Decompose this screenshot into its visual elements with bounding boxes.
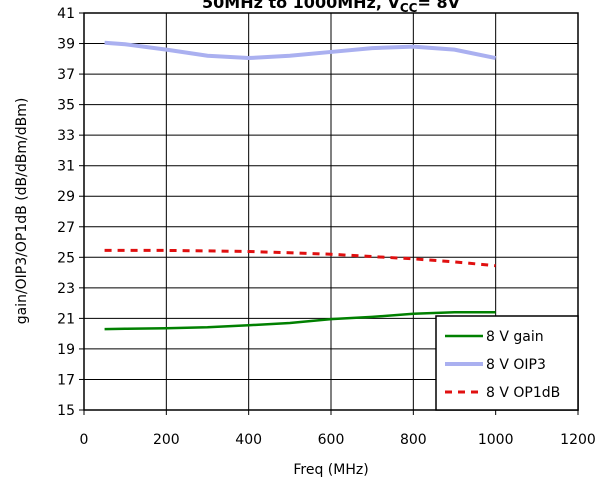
- x-tick-label: 1000: [478, 432, 514, 448]
- x-tick-label: 400: [235, 432, 262, 448]
- y-tick-label: 27: [57, 220, 75, 236]
- x-axis-label: Freq (MHz): [293, 462, 368, 478]
- y-tick-label: 25: [57, 250, 75, 266]
- y-tick-label: 23: [57, 281, 75, 297]
- y-axis-label: gain/OIP3/OP1dB (dB/dBm/dBm): [14, 98, 30, 325]
- y-tick-label: 31: [57, 159, 75, 175]
- series-line: [104, 40, 497, 61]
- legend-label: 8 V OP1dB: [486, 385, 560, 401]
- legend-label: 8 V OIP3: [486, 357, 546, 373]
- y-tick-label: 17: [57, 372, 75, 388]
- chart-title: 50MHz to 1000MHz, VCC= 8V: [202, 0, 461, 15]
- plot-frame: [83, 12, 579, 411]
- legend: 8 V gain 8 V OIP3 8 V OP1dB: [435, 315, 579, 411]
- y-tick-label: 33: [57, 128, 75, 144]
- x-tick-label: 800: [400, 432, 427, 448]
- y-tick-label: 21: [57, 311, 75, 327]
- series-line: [104, 248, 496, 268]
- x-tick-label: 200: [153, 432, 180, 448]
- y-tick-label: 35: [57, 98, 75, 114]
- y-tick-label: 37: [57, 67, 75, 83]
- x-tick-label: 0: [80, 432, 89, 448]
- title-main: 50MHz to 1000MHz, V: [202, 0, 400, 12]
- y-tick-label: 29: [57, 189, 75, 205]
- title-suffix: = 8V: [417, 0, 460, 12]
- y-tick-label: 39: [57, 37, 75, 53]
- series-line: [104, 311, 496, 331]
- title-subscript: CC: [400, 1, 418, 15]
- y-tick-label: 19: [57, 342, 75, 358]
- x-tick-label: 600: [318, 432, 345, 448]
- legend-label: 8 V gain: [486, 329, 544, 345]
- y-tick-label: 15: [57, 403, 75, 419]
- y-tick-label: 41: [57, 6, 75, 22]
- x-tick-label: 1200: [560, 432, 596, 448]
